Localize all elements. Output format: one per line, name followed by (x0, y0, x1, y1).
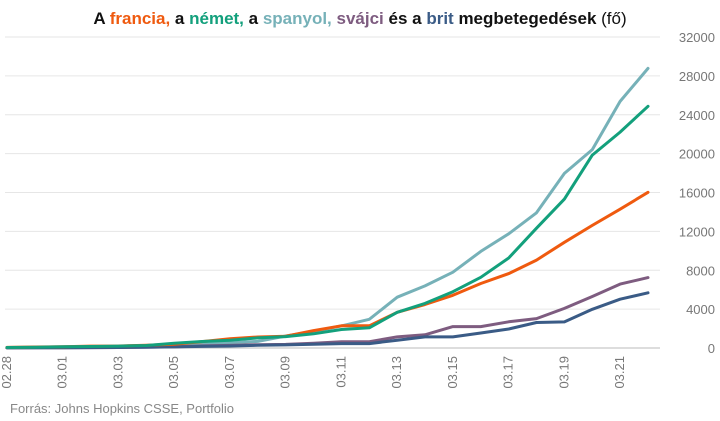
x-axis-ticks: 02.28 03.01 03.03 03.05 03.07 03.09 03.11 03.13… (0, 356, 627, 389)
title-part: a (244, 9, 263, 28)
x-tick-label: 03.03 (110, 356, 125, 389)
y-tick-label: 24000 (679, 108, 715, 123)
title-part: svájci (337, 9, 384, 28)
y-tick-label: 4000 (686, 302, 715, 317)
x-tick-label: 03.15 (445, 356, 460, 389)
y-tick-label: 0 (708, 341, 715, 356)
chart-title: A francia, a német, a spanyol, svájci és… (93, 9, 626, 28)
series-lines (5, 66, 650, 350)
title-part: és a (384, 9, 427, 28)
title-part: a (170, 9, 189, 28)
x-tick-label: 03.21 (612, 356, 627, 389)
title-part: megbetegedések (454, 9, 597, 28)
source-note: Forrás: Johns Hopkins CSSE, Portfolio (10, 401, 234, 416)
title-part: francia, (110, 9, 170, 28)
x-tick-label: 03.13 (389, 356, 404, 389)
series-line-brit (5, 291, 650, 350)
y-tick-label: 16000 (679, 186, 715, 201)
series-line-spanyol (5, 66, 650, 350)
y-tick-label: 32000 (679, 30, 715, 45)
gridlines (5, 36, 660, 349)
title-part: német, (189, 9, 244, 28)
x-tick-label: 03.11 (333, 356, 348, 388)
title-part: spanyol, (263, 9, 332, 28)
y-tick-label: 12000 (679, 224, 715, 239)
x-tick-label: 03.17 (501, 356, 516, 389)
series-line-svájci (5, 276, 650, 350)
x-tick-label: 02.28 (0, 356, 14, 389)
x-tick-label: 03.09 (278, 356, 293, 389)
series-line-német (5, 104, 650, 349)
title-part: A (93, 9, 109, 28)
y-tick-label: 8000 (686, 263, 715, 278)
y-axis-ticks: 0 4000 8000 12000 16000 20000 24000 28000 32000 (679, 30, 715, 356)
x-tick-label: 03.19 (556, 356, 571, 389)
y-tick-label: 20000 (679, 147, 715, 162)
x-tick-label: 03.07 (222, 356, 237, 389)
y-tick-label: 28000 (679, 69, 715, 84)
x-tick-label: 03.05 (166, 356, 181, 389)
title-part: (fő) (596, 9, 626, 28)
x-tick-label: 03.01 (55, 356, 70, 389)
title-part: brit (426, 9, 454, 28)
